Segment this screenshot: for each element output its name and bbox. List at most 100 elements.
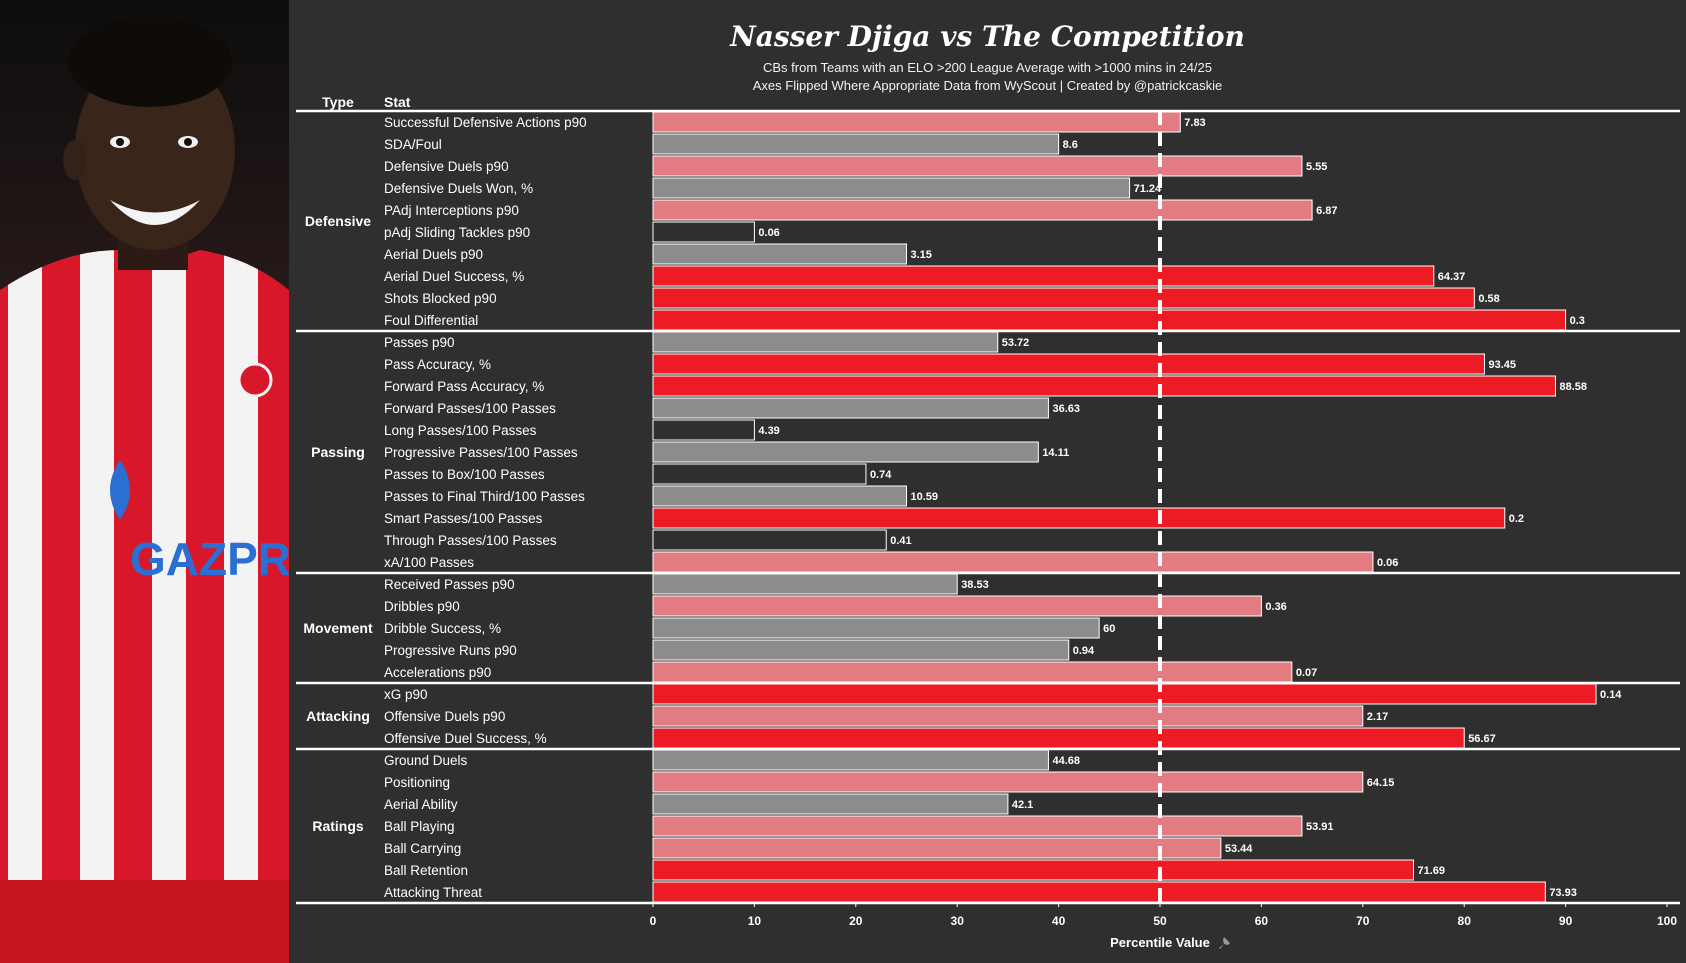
bar-value-label: 0.58 — [1478, 293, 1499, 305]
bar-value-label: 0.94 — [1073, 645, 1095, 657]
bar-0-0 — [652, 111, 1181, 133]
stat-column-header: Stat — [384, 94, 411, 110]
bar-value-label: 0.06 — [1377, 557, 1398, 569]
x-tick-label: 100 — [1657, 914, 1677, 928]
bar-value-label: 0.36 — [1265, 601, 1286, 613]
stat-label: Defensive Duels p90 — [384, 159, 509, 174]
player-photo: GAZPRO — [0, 0, 289, 963]
bar-3-2 — [652, 727, 1465, 749]
bar-value-label: 93.45 — [1488, 359, 1516, 371]
bar-value-label: 38.53 — [961, 579, 989, 591]
bar-0-4 — [652, 199, 1313, 221]
type-column-header: Type — [322, 94, 354, 110]
bar-value-label: 64.37 — [1438, 271, 1466, 283]
pin-icon — [1219, 937, 1230, 949]
bar-value-label: 42.1 — [1012, 799, 1033, 811]
bar-4-4 — [652, 837, 1222, 859]
bar-0-9 — [652, 309, 1567, 331]
stat-label: PAdj Interceptions p90 — [384, 203, 519, 218]
x-tick-label: 0 — [650, 914, 657, 928]
stat-label: Received Passes p90 — [384, 577, 515, 592]
bar-value-label: 2.17 — [1367, 711, 1388, 723]
bar-value-label: 44.68 — [1052, 755, 1080, 767]
stat-label: Ball Playing — [384, 819, 455, 834]
bar-1-9 — [652, 529, 887, 551]
bar-0-6 — [652, 243, 907, 265]
stat-label: Ground Duels — [384, 753, 468, 768]
stat-label: pAdj Sliding Tackles p90 — [384, 225, 530, 240]
bar-4-3 — [652, 815, 1303, 837]
bar-0-1 — [652, 133, 1060, 155]
bar-value-label: 8.6 — [1063, 139, 1078, 151]
stat-label: Shots Blocked p90 — [384, 291, 497, 306]
chart-subtitle-line1: CBs from Teams with an ELO >200 League A… — [762, 60, 1212, 75]
bar-4-0 — [652, 749, 1049, 771]
bar-value-label: 3.15 — [911, 249, 932, 261]
type-label-passing: Passing — [311, 444, 365, 460]
x-tick-label: 20 — [849, 914, 863, 928]
bar-1-4 — [652, 419, 755, 441]
stat-label: Dribble Success, % — [384, 621, 501, 636]
bar-2-4 — [652, 661, 1293, 683]
bar-4-6 — [652, 881, 1546, 903]
bar-value-label: 0.06 — [758, 227, 779, 239]
stat-label: Through Passes/100 Passes — [384, 533, 557, 548]
sponsor-logo: GAZPRO — [130, 533, 289, 585]
stat-label: Passes to Box/100 Passes — [384, 467, 545, 482]
x-tick-label: 70 — [1356, 914, 1370, 928]
bar-1-10 — [652, 551, 1374, 573]
bar-3-1 — [652, 705, 1364, 727]
bar-value-label: 0.2 — [1509, 513, 1524, 525]
bar-1-8 — [652, 507, 1506, 529]
bar-value-label: 0.74 — [870, 469, 892, 481]
x-tick-label: 80 — [1458, 914, 1472, 928]
stat-label: Ball Carrying — [384, 841, 461, 856]
stat-label: Aerial Ability — [384, 797, 458, 812]
bar-0-3 — [652, 177, 1131, 199]
bar-1-5 — [652, 441, 1039, 463]
stat-label: Forward Passes/100 Passes — [384, 401, 556, 416]
bar-value-label: 0.14 — [1600, 689, 1622, 701]
bar-2-0 — [652, 573, 958, 595]
x-tick-label: 40 — [1052, 914, 1066, 928]
bar-1-7 — [652, 485, 907, 507]
stat-label: Smart Passes/100 Passes — [384, 511, 543, 526]
bar-value-label: 14.11 — [1042, 447, 1069, 459]
type-label-attacking: Attacking — [306, 708, 370, 724]
x-tick-label: 30 — [951, 914, 965, 928]
bar-value-label: 71.69 — [1418, 865, 1446, 877]
bar-value-label: 36.63 — [1052, 403, 1080, 415]
stat-label: Pass Accuracy, % — [384, 357, 491, 372]
type-label-movement: Movement — [303, 620, 373, 636]
bar-2-1 — [652, 595, 1262, 617]
bar-1-6 — [652, 463, 867, 485]
bar-value-label: 71.24 — [1134, 183, 1162, 195]
bar-value-label: 0.3 — [1570, 315, 1585, 327]
stat-label: Forward Pass Accuracy, % — [384, 379, 544, 394]
bar-0-2 — [652, 155, 1303, 177]
stat-label: Passes to Final Third/100 Passes — [384, 489, 585, 504]
stat-label: Positioning — [384, 775, 450, 790]
stat-label: Accelerations p90 — [384, 665, 491, 680]
x-axis-label: Percentile Value — [1110, 935, 1210, 950]
bar-value-label: 53.72 — [1002, 337, 1030, 349]
bar-3-0 — [652, 683, 1597, 705]
bar-4-1 — [652, 771, 1364, 793]
player-photo-illustration: GAZPRO — [0, 0, 289, 963]
bar-value-label: 7.83 — [1184, 117, 1205, 129]
stat-label: Offensive Duel Success, % — [384, 731, 547, 746]
stat-label: Long Passes/100 Passes — [384, 423, 537, 438]
bar-0-5 — [652, 221, 755, 243]
x-tick-label: 90 — [1559, 914, 1573, 928]
bar-1-1 — [652, 353, 1485, 375]
bar-value-label: 60 — [1103, 623, 1115, 635]
x-tick-label: 50 — [1153, 914, 1167, 928]
stat-label: Dribbles p90 — [384, 599, 460, 614]
stat-label: xG p90 — [384, 687, 428, 702]
bar-value-label: 88.58 — [1559, 381, 1587, 393]
bar-0-7 — [652, 265, 1435, 287]
bar-value-label: 53.44 — [1225, 843, 1253, 855]
stat-label: Ball Retention — [384, 863, 468, 878]
bar-value-label: 6.87 — [1316, 205, 1337, 217]
